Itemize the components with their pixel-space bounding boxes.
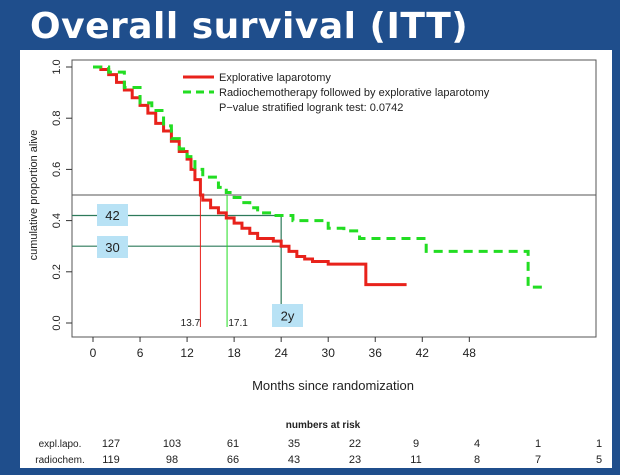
x-tick-label: 24 <box>274 346 288 360</box>
median-red-label: 13.7 <box>181 318 201 329</box>
risk-cell: 43 <box>288 454 300 466</box>
callout-42-label: 42 <box>105 208 119 223</box>
risk-cell: 66 <box>227 454 239 466</box>
risk-table-title: numbers at risk <box>286 420 361 431</box>
survival-chart: 0.0 0.2 0.4 0.6 0.8 1.0 cumulative proportion … <box>28 59 602 466</box>
slide-title: Overall survival (ITT) <box>30 6 469 47</box>
series-line-radiochemotherapy <box>93 65 548 289</box>
y-tick-label: 0.0 <box>51 315 63 330</box>
median-green-label: 17.1 <box>228 318 248 329</box>
pvalue-text: P−value stratified logrank test: 0.0742 <box>219 102 403 114</box>
y-tick-label: 1.0 <box>51 59 63 74</box>
risk-cell: 9 <box>413 438 419 450</box>
risk-cell: 127 <box>102 438 120 450</box>
x-tick-label: 48 <box>463 346 477 360</box>
risk-cell: 23 <box>349 454 361 466</box>
risk-cell: 35 <box>288 438 300 450</box>
plot-frame <box>71 59 597 338</box>
risk-cell: 1 <box>535 438 541 450</box>
risk-cell: 4 <box>474 438 480 450</box>
callout-2y-label: 2y <box>281 309 295 324</box>
series-line-explorative <box>93 65 407 287</box>
x-tick-label: 30 <box>322 346 336 360</box>
y-tick-label: 0.8 <box>51 111 63 126</box>
risk-cell: 8 <box>474 454 480 466</box>
y-tick-label: 0.6 <box>51 162 63 177</box>
x-tick-label: 12 <box>180 346 194 360</box>
risk-cell: 61 <box>227 438 239 450</box>
x-tick-label: 6 <box>137 346 144 360</box>
x-tick-label: 36 <box>369 346 383 360</box>
legend-label-radiochemotherapy: Radiochemotherapy followed by explorativ… <box>219 87 490 99</box>
x-tick-label: 18 <box>227 346 241 360</box>
risk-row-label: expl.lapo. <box>39 439 82 450</box>
y-tick-label: 0.2 <box>51 264 63 279</box>
risk-cell: 1 <box>596 438 602 450</box>
risk-cell: 119 <box>102 454 120 466</box>
risk-row-label: radiochem. <box>35 455 84 466</box>
callout-2y-box <box>272 304 303 327</box>
callout-30-box <box>97 236 128 258</box>
x-axis-label: Months since randomization <box>252 378 414 393</box>
chart-panel: 0.0 0.2 0.4 0.6 0.8 1.0 cumulative proportion … <box>20 50 612 468</box>
risk-cell: 5 <box>596 454 602 466</box>
legend-label-explorative: Explorative laparotomy <box>219 72 331 84</box>
risk-cell: 11 <box>410 454 421 466</box>
y-tick-label: 0.4 <box>51 213 63 228</box>
risk-cell: 103 <box>163 438 181 450</box>
callout-30-label: 30 <box>105 240 119 255</box>
risk-cell: 22 <box>349 438 361 450</box>
x-tick-label: 42 <box>416 346 430 360</box>
risk-cell: 98 <box>166 454 178 466</box>
callout-42-box <box>97 204 128 226</box>
x-tick-label: 0 <box>90 346 97 360</box>
risk-cell: 7 <box>535 454 541 466</box>
y-axis-label: cumulative proportion alive <box>28 130 40 261</box>
